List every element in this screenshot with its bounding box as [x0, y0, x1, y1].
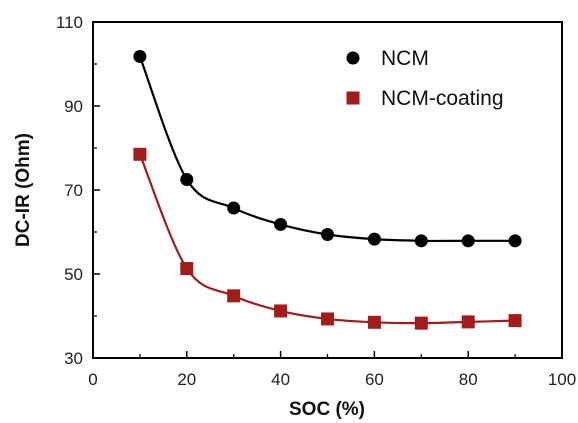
data-point-ncm-coating — [414, 316, 428, 330]
x-tick-label: 80 — [459, 370, 478, 389]
y-tick-label: 30 — [64, 349, 83, 368]
data-point-ncm — [321, 228, 334, 242]
legend-marker-ncm — [346, 51, 360, 65]
data-point-ncm — [274, 217, 288, 231]
legend-item-ncm: NCM — [346, 47, 429, 70]
data-point-ncm — [508, 234, 522, 248]
legend-label-ncm-coating: NCM-coating — [381, 87, 504, 110]
data-point-ncm — [180, 173, 194, 186]
y-tick-label: 90 — [64, 97, 83, 116]
y-tick-label: 70 — [64, 181, 83, 200]
data-point-ncm — [133, 49, 147, 63]
legend-item-ncm-coating: NCM-coating — [346, 87, 504, 110]
plot-frame — [92, 21, 563, 359]
data-point-ncm-coating — [461, 315, 475, 329]
series-ncm-coating — [133, 147, 522, 330]
y-axis-title: DC-IR (Ohm) — [13, 133, 34, 247]
y-tick-label: 50 — [64, 265, 83, 284]
data-point-ncm-coating — [321, 312, 334, 326]
tick-marks — [92, 21, 563, 359]
legend: NCM NCM-coating — [346, 47, 504, 110]
legend-marker-ncm-coating — [346, 91, 360, 105]
data-point-ncm — [414, 234, 428, 248]
legend-label-ncm: NCM — [381, 47, 429, 70]
series-ncm — [133, 49, 522, 248]
data-point-ncm — [461, 234, 475, 248]
data-point-ncm-coating — [274, 304, 288, 318]
series-line-ncm — [138, 56, 516, 243]
x-tick-label: 40 — [271, 370, 290, 389]
data-point-ncm-coating — [367, 315, 381, 329]
data-point-ncm-coating — [227, 289, 241, 303]
tick-labels: 0 20 40 60 80 100 30 50 70 90 110 — [56, 13, 576, 389]
data-point-ncm-coating — [508, 314, 522, 328]
x-tick-label: 0 — [88, 370, 97, 389]
data-point-ncm — [367, 232, 381, 246]
data-point-ncm-coating — [133, 147, 147, 161]
axes — [92, 21, 563, 359]
x-tick-label: 60 — [365, 370, 384, 389]
y-tick-label: 110 — [56, 13, 83, 32]
data-point-ncm-coating — [180, 262, 194, 276]
x-tick-label: 20 — [177, 370, 196, 389]
data-point-ncm — [227, 201, 241, 215]
x-tick-label: 100 — [548, 370, 576, 389]
x-axis-title: SOC (%) — [289, 399, 365, 420]
series-group — [133, 49, 522, 330]
